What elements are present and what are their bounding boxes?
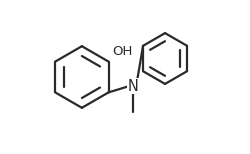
Text: OH: OH <box>112 45 133 58</box>
Text: N: N <box>128 79 139 94</box>
